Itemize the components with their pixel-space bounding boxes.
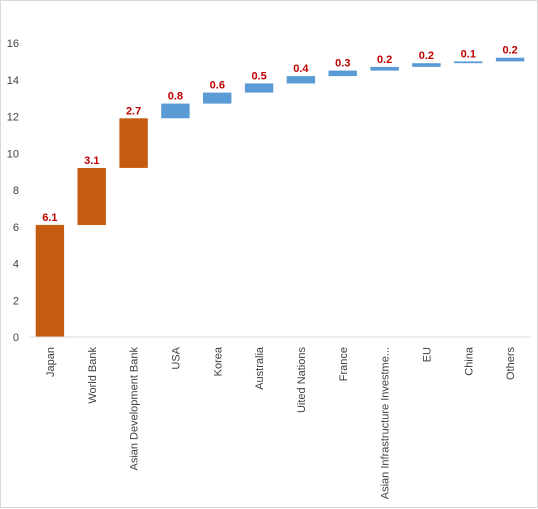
bar-others (495, 57, 525, 62)
y-axis: 0 2 4 6 8 10 12 14 16 (7, 38, 19, 344)
y-tick-label: 8 (13, 185, 19, 197)
bar-china (454, 61, 483, 64)
bar-uited-nations (286, 76, 316, 84)
y-tick-label: 14 (7, 75, 19, 87)
bar-france (328, 70, 357, 77)
x-tick-label: Korea (212, 346, 224, 376)
data-label: 3.1 (84, 155, 99, 167)
bar-world-bank (77, 168, 106, 225)
x-tick-label: China (463, 346, 475, 376)
x-tick-label: World Bank (87, 347, 99, 404)
data-label: 0.2 (377, 54, 392, 66)
data-label: 0.2 (502, 45, 517, 57)
data-labels: 6.1 3.1 2.7 0.8 0.6 0.5 0.4 0.3 0.2 0.2 0.1 0.2 (42, 45, 517, 224)
y-tick-label: 12 (7, 112, 19, 124)
x-tick-label: France (338, 347, 350, 381)
x-axis: Japan World Bank Asian Development Bank USA… (45, 346, 517, 499)
bar-asian-infrastructure-investme (370, 66, 399, 71)
data-label: 0.5 (251, 70, 266, 82)
bar-japan (35, 224, 65, 337)
bar-asian-development-bank (119, 118, 148, 168)
data-label: 0.6 (210, 80, 225, 92)
data-label: 0.8 (168, 91, 183, 103)
bar-eu (412, 63, 441, 67)
bar-series (35, 57, 525, 337)
x-tick-label: Japan (45, 347, 57, 377)
data-label: 0.3 (335, 58, 350, 70)
x-tick-label: Asian Development Bank (129, 347, 141, 471)
data-label: 2.7 (126, 105, 141, 117)
data-label: 0.2 (419, 50, 434, 62)
data-label: 6.1 (42, 212, 57, 224)
x-tick-label: EU (421, 347, 433, 362)
x-tick-label: Australia (254, 346, 266, 390)
y-tick-label: 4 (13, 259, 19, 271)
x-tick-label: Uited Nations (296, 347, 308, 414)
x-tick-label: USA (170, 346, 182, 369)
y-tick-label: 10 (7, 148, 19, 160)
bar-usa (161, 103, 190, 119)
bar-korea (203, 92, 232, 104)
bar-australia (244, 83, 274, 93)
y-tick-label: 16 (7, 38, 19, 50)
y-tick-label: 6 (13, 222, 19, 234)
y-tick-label: 2 (13, 295, 19, 307)
y-tick-label: 0 (13, 332, 19, 344)
x-tick-label: Others (505, 347, 517, 381)
x-tick-label: Asian Infrastructure Investme... (380, 347, 392, 499)
data-label: 0.4 (293, 63, 309, 75)
data-label: 0.1 (461, 48, 476, 60)
